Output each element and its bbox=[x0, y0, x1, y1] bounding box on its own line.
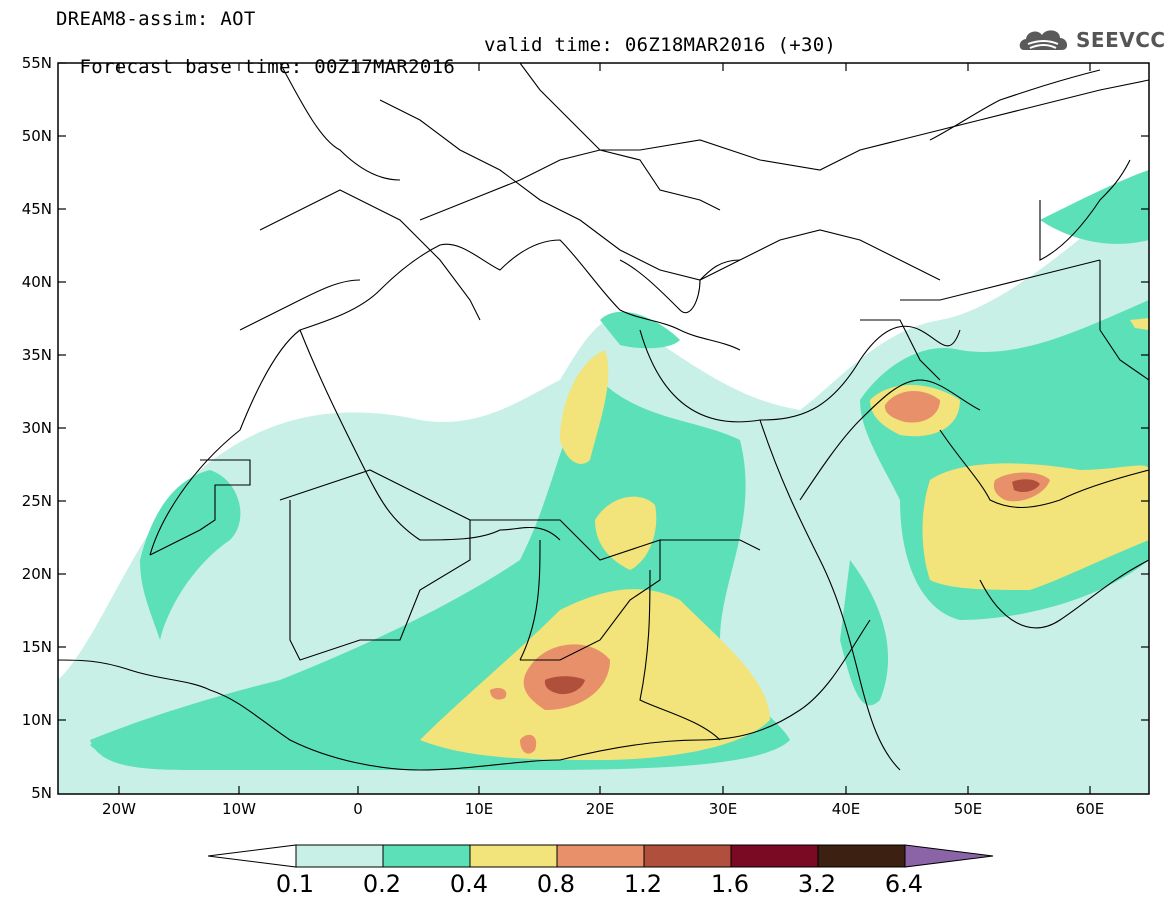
colorbar-segment bbox=[817, 844, 906, 868]
lat-label: 45N bbox=[21, 200, 52, 218]
coastlines bbox=[58, 63, 1149, 771]
colorbar-label: 0.2 bbox=[362, 870, 402, 898]
colorbar-segment bbox=[382, 844, 471, 868]
lon-label: 20W bbox=[102, 800, 136, 818]
aot-field bbox=[58, 170, 1149, 794]
lat-label: 20N bbox=[21, 565, 52, 583]
lat-label: 30N bbox=[21, 419, 52, 437]
lat-label: 5N bbox=[31, 784, 52, 802]
colorbar-segment bbox=[643, 844, 732, 868]
colorbar-segment bbox=[295, 844, 384, 868]
colorbar bbox=[207, 844, 994, 868]
lon-label: 0 bbox=[353, 800, 363, 818]
colorbar-label: 0.1 bbox=[275, 870, 315, 898]
lon-label: 40E bbox=[831, 800, 861, 818]
colorbar-extend-low bbox=[207, 844, 297, 868]
lon-label: 30E bbox=[708, 800, 738, 818]
colorbar-segment bbox=[556, 844, 645, 868]
lat-label: 25N bbox=[21, 492, 52, 510]
forecast-time-line: Forecast base time: 00Z17MAR2016 valid t… bbox=[56, 34, 835, 100]
forecast-base-time: Forecast base time: 00Z17MAR2016 bbox=[79, 56, 456, 78]
lat-label: 50N bbox=[21, 127, 52, 145]
lat-label: 35N bbox=[21, 346, 52, 364]
axis-ticks bbox=[58, 62, 1149, 794]
lat-label: 10N bbox=[21, 711, 52, 729]
colorbar-segment bbox=[730, 844, 819, 868]
colorbar-extend-high bbox=[904, 844, 994, 868]
lat-label: 40N bbox=[21, 273, 52, 291]
lon-label: 20E bbox=[585, 800, 615, 818]
colorbar-label: 1.6 bbox=[710, 870, 750, 898]
lon-label: 60E bbox=[1075, 800, 1105, 818]
lon-label: 10W bbox=[222, 800, 256, 818]
cloud-logo-icon bbox=[1019, 30, 1068, 50]
chart-title: DREAM8-assim: AOT bbox=[56, 8, 256, 30]
lon-label: 10E bbox=[464, 800, 494, 818]
lat-label: 55N bbox=[21, 54, 52, 72]
valid-time: valid time: 06Z18MAR2016 (+30) bbox=[484, 34, 837, 56]
colorbar-label: 0.4 bbox=[449, 870, 489, 898]
seevccc-logo: SEEVCCC bbox=[1018, 24, 1165, 58]
colorbar-label: 0.8 bbox=[536, 870, 576, 898]
colorbar-segment bbox=[469, 844, 558, 868]
colorbar-label: 1.2 bbox=[623, 870, 663, 898]
colorbar-label: 3.2 bbox=[797, 870, 837, 898]
lon-label: 50E bbox=[953, 800, 983, 818]
lat-label: 15N bbox=[21, 638, 52, 656]
logo-text: SEEVCCC bbox=[1076, 28, 1165, 52]
colorbar-label: 6.4 bbox=[884, 870, 924, 898]
